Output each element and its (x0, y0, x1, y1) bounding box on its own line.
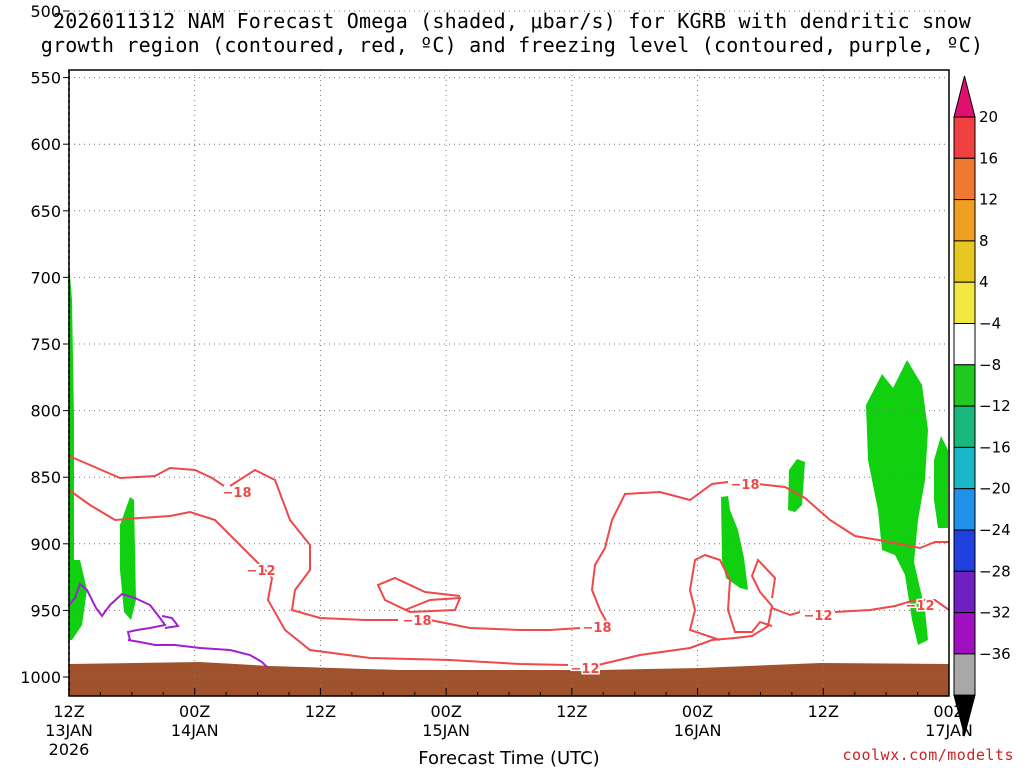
x-tick-label: 12Z (305, 702, 336, 721)
contour-minus12-16jan (688, 553, 773, 641)
credit-link[interactable]: coolwx.com/modelts (842, 746, 1014, 764)
omega-shading (69, 262, 948, 645)
y-tick-label: 650 (30, 202, 61, 221)
colorbar-bottom-arrow (953, 694, 976, 738)
omega-region-17jan-main (866, 360, 928, 645)
freezing-level-contours (68, 582, 269, 669)
contour-minus18-upper (68, 455, 225, 487)
y-tick-label: 550 (30, 69, 61, 88)
colorbar-label: −20 (979, 480, 1011, 498)
omega-region-17jan-edge (934, 436, 948, 528)
contour-minus12-tail (834, 599, 950, 613)
contour-minus12-right (597, 558, 777, 666)
colorbar-label: 8 (979, 232, 989, 250)
contour-minus18-16jan (757, 483, 949, 550)
x-tick-label: 12Z (808, 702, 839, 721)
x-tick-label: 14JAN (171, 721, 219, 740)
x-tick-label: 16JAN (674, 721, 722, 740)
colorbar-segment (953, 405, 976, 448)
grid-lines (69, 10, 949, 696)
freezing-contour-a (68, 582, 167, 641)
contour-minus18-middle (229, 468, 398, 621)
plot-frame (68, 69, 950, 697)
y-tick-label: 850 (30, 468, 61, 487)
y-tick-label: 900 (30, 535, 61, 554)
colorbar-top-arrow (953, 75, 976, 118)
contour-label: −12 (906, 599, 935, 614)
chart-title-line-1: 2026011312 NAM Forecast Omega (shaded, μ… (52, 9, 972, 33)
colorbar-label: −16 (979, 438, 1011, 456)
colorbar-segment (953, 488, 976, 531)
contour-minus18-bubble (376, 576, 462, 614)
colorbar-segment (953, 612, 976, 655)
x-tick-label: 2026 (49, 740, 90, 759)
y-tick-label: 600 (30, 135, 61, 154)
y-tick-label: 950 (30, 601, 61, 620)
omega-region-14jan (120, 497, 136, 620)
contour-label: −18 (583, 621, 612, 636)
y-tick-label: 750 (30, 335, 61, 354)
colorbar-segment (953, 157, 976, 201)
colorbar-label: −32 (979, 604, 1011, 622)
contour-minus18-east (590, 481, 729, 629)
colorbar-segment (953, 529, 976, 572)
colorbar-label: 12 (979, 191, 998, 209)
colorbar-label: 16 (979, 149, 998, 167)
colorbar-label: −8 (979, 356, 1001, 374)
colorbar: 20 16 12 8 4 −4 −8 −12 −16 −20 −24 −28 −32 −36 (953, 75, 1011, 738)
x-tick-label: 13JAN (45, 721, 93, 740)
y-tick-label: 500 (30, 2, 61, 21)
chart-title-line-2: growth region (contoured, red, ºC) and f… (40, 33, 984, 57)
colorbar-segment (953, 281, 976, 325)
contour-label: −12 (804, 609, 833, 624)
contour-minus12-17jan (771, 607, 801, 617)
x-tick-label: 15JAN (422, 721, 470, 740)
y-tick-label: 800 (30, 402, 61, 421)
colorbar-label: −4 (979, 315, 1001, 333)
ground-surface (69, 662, 949, 696)
colorbar-label: −28 (979, 562, 1011, 580)
x-tick-label: 12Z (53, 702, 84, 721)
contour-labels: −18 −12 −18 −18 −12 −18 −12 −12 (221, 477, 936, 679)
colorbar-label: 20 (979, 108, 998, 126)
x-tick-label: 00Z (430, 702, 461, 721)
colorbar-label: −24 (979, 521, 1011, 539)
colorbar-segment (953, 446, 976, 490)
freezing-contour-b (161, 615, 180, 629)
contour-minus18-lower (429, 619, 581, 631)
colorbar-segment (953, 570, 976, 614)
colorbar-segment (953, 116, 976, 159)
omega-region-early-column (69, 262, 87, 640)
contour-label: −18 (731, 478, 760, 493)
contour-label: −12 (247, 564, 276, 579)
snow-growth-contours (68, 455, 950, 666)
y-tick-label: 700 (30, 268, 61, 287)
x-axis-label: Forecast Time (UTC) (418, 748, 599, 768)
x-tick-label: 12Z (556, 702, 587, 721)
contour-label: −12 (571, 662, 600, 677)
contour-minus12-left (68, 489, 569, 666)
x-tick-label: 00Z (179, 702, 210, 721)
y-axis: 2503003504004505005506006507007508008509… (20, 2, 69, 687)
omega-region-16jan-b (788, 459, 805, 512)
colorbar-segment (953, 240, 976, 283)
freezing-contour-c (127, 639, 269, 669)
colorbar-segment (953, 323, 976, 366)
omega-region-16jan-a (721, 496, 748, 590)
colorbar-segment (953, 653, 976, 696)
contour-label: −18 (403, 614, 432, 629)
colorbar-segment (953, 199, 976, 242)
colorbar-segment (953, 364, 976, 407)
y-tick-label: 1000 (20, 668, 61, 687)
x-tick-label: 17JAN (925, 721, 973, 740)
x-tick-label: 00Z (682, 702, 713, 721)
colorbar-label: −12 (979, 397, 1011, 415)
colorbar-label: −36 (979, 645, 1011, 663)
contour-label: −18 (223, 486, 252, 501)
colorbar-label: 4 (979, 273, 989, 291)
